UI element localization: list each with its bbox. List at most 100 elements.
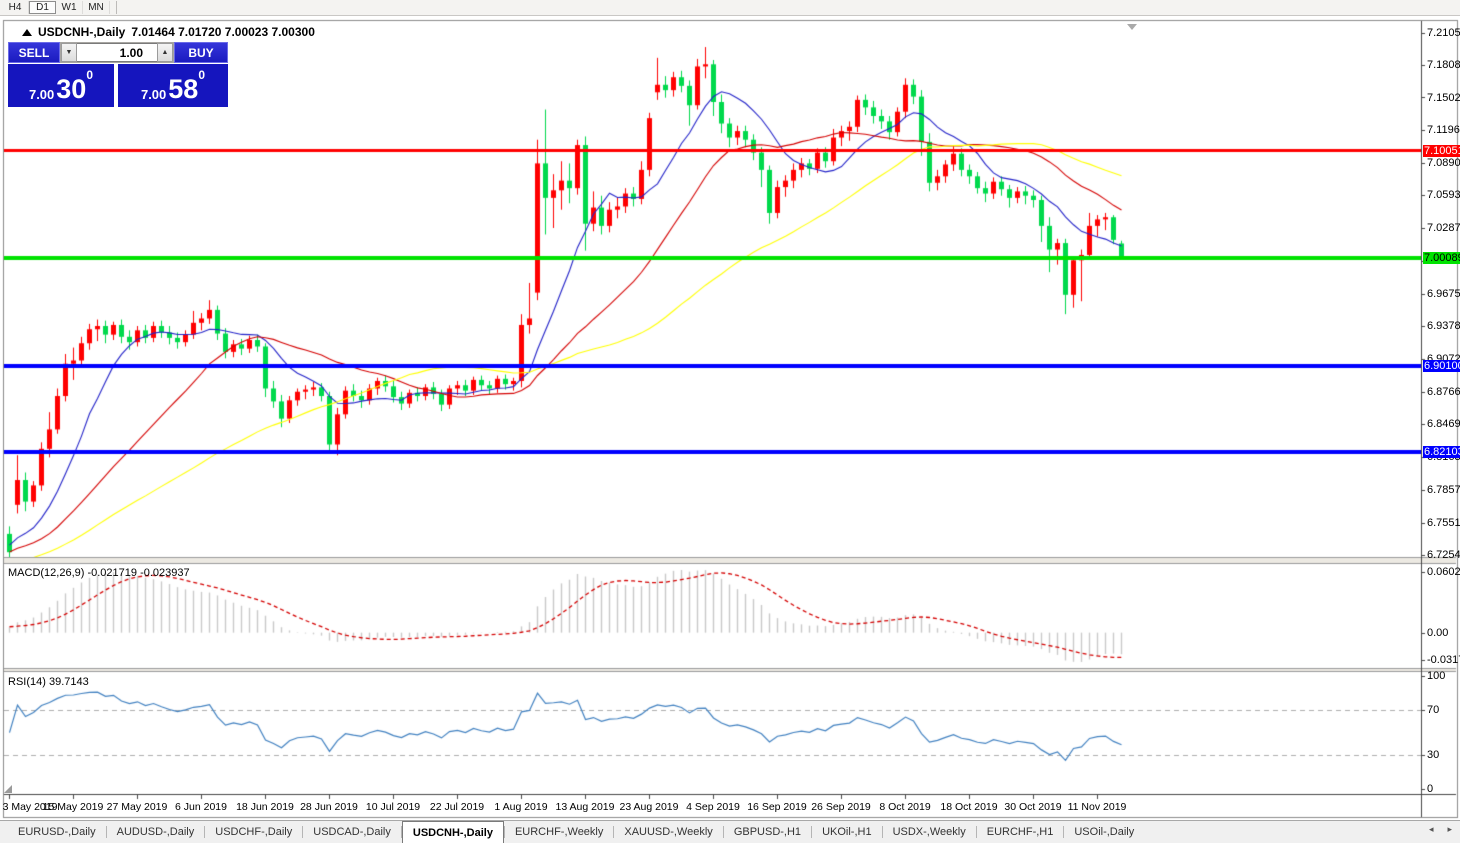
date-axis-label: 18 Jun 2019 (236, 801, 294, 813)
volume-increase-button[interactable]: ▲ (157, 43, 173, 62)
chart-tab-bar: EURUSD-,Daily AUDUSD-,Daily USDCHF-,Daily U… (0, 820, 1460, 843)
rsi-axis-label: 70 (1427, 703, 1440, 716)
price-axis-label: 6.87660 (1427, 386, 1460, 399)
price-level-label: 7.10051 (1423, 145, 1460, 157)
tab-separator (975, 826, 977, 838)
date-axis-label: 3 May 2019 (2, 801, 58, 813)
chart-tab-audusd-daily[interactable]: AUDUSD-,Daily (116, 826, 195, 838)
chart-tab-ukoil-h1[interactable]: UKOil-,H1 (822, 826, 872, 838)
tab-separator (503, 826, 505, 838)
chart-tab-usdcnh-daily[interactable]: USDCNH-,Daily (401, 821, 504, 843)
sell-price-prefix: 7.00 (28, 87, 55, 102)
date-axis-label: 30 Oct 2019 (1004, 801, 1062, 813)
price-level-label: 7.00089 (1423, 252, 1460, 265)
date-axis-label: 13 Aug 2019 (555, 801, 615, 813)
tab-separator (400, 826, 402, 838)
date-axis-label: 22 Jul 2019 (429, 801, 485, 813)
macd-axis-label: -0.03172 (1427, 654, 1460, 666)
date-axis-label: 18 Oct 2019 (940, 801, 998, 813)
one-click-collapse-icon[interactable] (22, 28, 32, 36)
sell-price-pips: 30 (56, 74, 87, 104)
rsi-indicator-label: RSI(14) 39.7143 (8, 676, 89, 688)
buy-price-prefix: 7.00 (140, 87, 167, 102)
buy-price-pips: 58 (168, 74, 199, 104)
timeframe-button-h4[interactable]: H4 (2, 1, 29, 14)
date-axis-label: 23 Aug 2019 (619, 801, 679, 813)
chart-ohlc-values: 7.01464 7.01720 7.00023 7.00300 (131, 25, 315, 39)
chart-tab-usoil-daily[interactable]: USOil-,Daily (1074, 826, 1135, 838)
buy-button[interactable]: BUY (174, 42, 228, 63)
price-axis-label: 7.02870 (1427, 222, 1460, 235)
price-axis-label: 7.11960 (1427, 124, 1460, 137)
volume-input[interactable]: 1.00 (77, 43, 157, 62)
rsi-axis-label: 0 (1427, 783, 1434, 795)
tab-separator (722, 826, 724, 838)
price-axis-label: 7.15020 (1427, 91, 1460, 104)
macd-indicator-label: MACD(12,26,9) -0.021719 -0.023937 (8, 567, 190, 579)
buy-price-button[interactable]: 7.00 58 0 (118, 64, 228, 107)
toolbar-separator (116, 1, 117, 14)
buy-price-point: 0 (198, 68, 206, 82)
timeframe-button-d1[interactable]: D1 (29, 1, 56, 14)
date-axis-label: 16 Sep 2019 (747, 801, 807, 813)
chart-tab-usdx-weekly[interactable]: USDX-,Weekly (892, 826, 966, 838)
price-axis-label: 6.84690 (1427, 418, 1460, 431)
timeframe-toolbar: H4 D1 W1 MN (0, 0, 1460, 16)
chart-tab-usdchf-daily[interactable]: USDCHF-,Daily (215, 826, 293, 838)
date-axis-label: 10 Jul 2019 (365, 801, 421, 813)
rsi-axis-label: 30 (1427, 749, 1440, 762)
chart-tab-eurusd-daily[interactable]: EURUSD-,Daily (18, 826, 96, 838)
tab-scroll-left-button[interactable]: ◂ (1428, 824, 1434, 834)
date-axis-label: 4 Sep 2019 (686, 801, 740, 813)
scroll-to-end-icon[interactable] (1127, 24, 1137, 30)
chart-tab-usdcad-daily[interactable]: USDCAD-,Daily (313, 826, 391, 838)
one-click-trade-panel: SELL ▼ 1.00 ▲ BUY 7.00 30 0 7.00 58 0 (8, 42, 228, 107)
tab-separator (1063, 826, 1065, 838)
date-axis-label: 15 May 2019 (42, 801, 104, 813)
price-axis-label: 7.08900 (1427, 157, 1460, 170)
price-axis-label: 6.78570 (1427, 484, 1460, 497)
tab-separator (302, 826, 304, 838)
chart-corner-resize-icon (4, 785, 12, 793)
sell-price-point: 0 (86, 68, 94, 82)
date-axis-label: 27 May 2019 (106, 801, 168, 813)
price-level-label: 6.90100 (1423, 359, 1460, 372)
tab-separator (105, 826, 107, 838)
tab-scroll-right-button[interactable]: ▸ (1447, 824, 1452, 834)
tab-separator (881, 826, 883, 838)
price-axis-label: 6.72540 (1427, 549, 1460, 561)
date-axis-label: 11 Nov 2019 (1067, 801, 1127, 813)
price-level-label: 6.82103 (1423, 446, 1460, 458)
sell-button[interactable]: SELL (8, 42, 60, 63)
tab-separator (811, 826, 813, 838)
macd-axis-label: 0.060273 (1427, 566, 1460, 578)
date-axis-label: 8 Oct 2019 (879, 801, 931, 813)
chart-tab-eurchf-h1[interactable]: EURCHF-,H1 (986, 826, 1054, 838)
spin-down-icon: ▼ (65, 49, 73, 56)
chart-tab-xauusd-weekly[interactable]: XAUUSD-,Weekly (624, 826, 713, 838)
chart-title: USDCNH-,Daily 7.01464 7.01720 7.00023 7.… (22, 25, 315, 39)
price-axis-label: 6.96750 (1427, 288, 1460, 301)
rsi-axis-label: 100 (1427, 670, 1446, 682)
date-axis-label: 1 Aug 2019 (494, 801, 548, 813)
chart-tab-eurchf-weekly[interactable]: EURCHF-,Weekly (514, 826, 604, 838)
macd-axis-label: 0.00 (1427, 626, 1449, 639)
price-axis-label: 7.18080 (1427, 58, 1460, 71)
date-axis-label: 26 Sep 2019 (811, 801, 871, 813)
chart-tab-gbpusd-h1[interactable]: GBPUSD-,H1 (733, 826, 802, 838)
timeframe-button-mn[interactable]: MN (83, 1, 110, 14)
price-axis-label: 6.75510 (1427, 517, 1460, 529)
price-axis-label: 7.05930 (1427, 189, 1460, 202)
date-axis-label: 6 Jun 2019 (175, 801, 227, 813)
tab-separator (613, 826, 615, 838)
volume-decrease-button[interactable]: ▼ (61, 43, 77, 62)
date-axis-label: 28 Jun 2019 (300, 801, 358, 813)
price-axis-label: 6.93780 (1427, 320, 1460, 333)
tab-separator (204, 826, 206, 838)
price-axis-label: 7.21050 (1427, 26, 1460, 39)
chart-symbol-label: USDCNH-,Daily (38, 25, 126, 39)
timeframe-button-w1[interactable]: W1 (56, 1, 83, 14)
sell-price-button[interactable]: 7.00 30 0 (8, 64, 114, 107)
spin-up-icon: ▲ (161, 49, 169, 56)
